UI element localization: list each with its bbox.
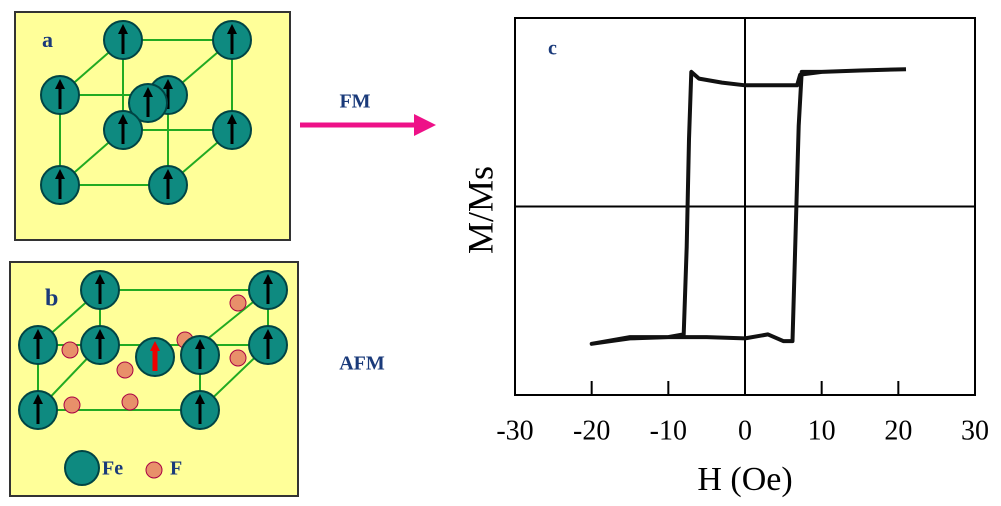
f-atom [116,361,134,379]
spin-arrowhead [55,169,65,179]
legend-f-icon [145,461,163,479]
legend-label: Fe [102,458,123,480]
spin-arrowhead [55,79,65,89]
spin-arrowhead [263,329,273,339]
panel-label: c [548,38,557,60]
lattice [18,20,288,430]
x-tick-label: 0 [738,415,752,446]
x-tick-label: -10 [650,415,687,446]
f-atom [229,294,247,312]
spin-arrowhead [195,394,205,404]
spin-arrowhead [118,24,128,34]
x-tick-label: 30 [961,415,989,446]
spin-arrowhead [33,329,43,339]
x-tick-label: 20 [884,415,912,446]
spin-arrowhead [163,79,173,89]
spin-arrowhead [118,114,128,124]
y-axis-label: M/Ms [460,166,500,254]
fm-label: FM [339,91,370,113]
x-tick-label: -20 [573,415,610,446]
panel-label: a [42,27,53,52]
f-atom [121,393,139,411]
spin-arrowhead [33,394,43,404]
f-atom [61,341,79,359]
spin-arrowhead [95,329,105,339]
afm-label: AFM [339,353,385,375]
spin-arrowhead [263,274,273,284]
x-tick-label: -30 [496,415,533,446]
hysteresis-loop [589,67,907,346]
legend-fe-icon [64,450,100,486]
x-axis-label: H (Oe) [697,461,792,498]
f-atom [63,396,81,414]
spin-arrowhead [150,341,160,351]
spin-arrowhead [95,274,105,284]
spin-arrowhead [143,87,153,97]
legend-label: F [170,458,182,480]
spin-arrowhead [163,169,173,179]
panel-b-box [9,261,299,497]
panel-label: b [45,286,58,312]
f-atom [229,349,247,367]
x-tick-label: 10 [808,415,836,446]
spin-arrowhead [195,339,205,349]
spin-arrowhead [227,114,237,124]
arrowhead [414,114,436,136]
spin-arrowhead [227,24,237,34]
